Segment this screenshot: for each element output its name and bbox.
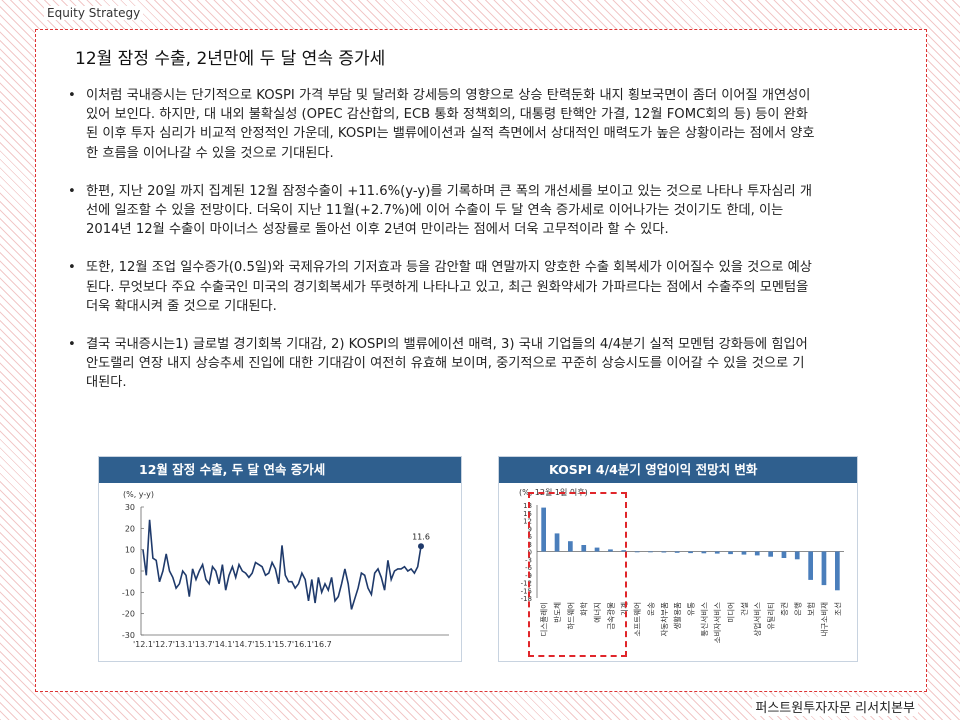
bar xyxy=(702,552,707,554)
bullet-item: 결국 국내증시는1) 글로벌 경기회복 기대감, 2) KOSPI의 밸류에이션… xyxy=(66,335,816,393)
x-tick-label: 미디어 xyxy=(726,602,736,623)
y-tick-label: 10 xyxy=(125,546,135,555)
bar xyxy=(835,552,840,591)
footer-label: 퍼스트원투자자문 리서치본부 xyxy=(752,697,918,716)
x-tick-label: 소프트웨어 xyxy=(632,602,642,637)
x-tick-label: 자동차부품 xyxy=(660,602,669,637)
data-label: 11.6 xyxy=(412,532,430,541)
y-tick-label: 0 xyxy=(130,567,135,576)
x-tick-label: 조선 xyxy=(833,602,842,616)
chart-title: KOSPI 4/4분기 영업이익 전망치 변화 xyxy=(499,457,857,483)
bar xyxy=(662,552,667,553)
x-tick-label: 유통 xyxy=(687,602,696,616)
x-tick-label: 내구소비재 xyxy=(820,602,829,637)
header-label: Equity Strategy xyxy=(44,6,143,20)
x-tick-label: 유틸리티 xyxy=(767,602,776,630)
x-tick-label: 건설 xyxy=(739,602,749,616)
x-tick-label: '14.7 xyxy=(232,640,252,649)
bar xyxy=(795,552,800,560)
bar xyxy=(688,552,693,554)
bar xyxy=(742,552,747,555)
x-tick-label: 은행 xyxy=(792,602,802,616)
x-tick-label: '13.1 xyxy=(173,640,193,649)
x-tick-label: '12.1 xyxy=(133,640,153,649)
x-tick-label: '15.1 xyxy=(252,640,272,649)
bullet-item: 또한, 12월 조업 일수증가(0.5일)와 국제유가의 기저효과 등을 감안할… xyxy=(66,258,816,316)
x-tick-label: '13.7 xyxy=(193,640,213,649)
y-tick-label: 30 xyxy=(125,503,135,512)
x-tick-label: '16.7 xyxy=(312,640,332,649)
x-tick-label: 보험 xyxy=(807,602,816,616)
y-axis-label: (%, y-y) xyxy=(123,490,154,499)
bullet-item: 한편, 지난 20일 까지 집계된 12월 잠정수출이 +11.6%(y-y)를… xyxy=(66,182,816,240)
y-tick-label: -30 xyxy=(122,631,135,640)
y-tick-label: 20 xyxy=(125,524,135,533)
x-tick-label: 상업서비스 xyxy=(752,602,762,637)
bar xyxy=(782,552,787,559)
bar xyxy=(675,552,680,553)
chart-title: 12월 잠정 수출, 두 달 연속 증가세 xyxy=(99,457,461,483)
bar xyxy=(635,552,640,553)
x-tick-label: '15.7 xyxy=(272,640,292,649)
x-tick-label: 소비자서비스 xyxy=(713,602,722,643)
bar xyxy=(715,552,720,554)
x-tick-label: 통신서비스 xyxy=(700,602,709,637)
page-title: 12월 잠정 수출, 2년만에 두 달 연속 증가세 xyxy=(75,44,385,69)
x-tick-label: 증권 xyxy=(780,602,789,616)
y-tick-label: -10 xyxy=(122,588,135,597)
x-tick-label: '12.7 xyxy=(153,640,173,649)
x-tick-label: '14.1 xyxy=(212,640,232,649)
bullet-list: 이처럼 국내증시는 단기적으로 KOSPI 가격 부담 및 달러화 강세등의 영… xyxy=(66,86,816,412)
bar xyxy=(648,552,653,553)
bar xyxy=(822,552,827,586)
bar xyxy=(768,552,773,557)
y-tick-label: -20 xyxy=(122,610,135,619)
x-tick-label: 생활용품 xyxy=(672,602,682,630)
bar xyxy=(755,552,760,556)
bullet-item: 이처럼 국내증시는 단기적으로 KOSPI 가격 부담 및 달러화 강세등의 영… xyxy=(66,86,816,163)
x-tick-label: 운송 xyxy=(647,602,656,616)
last-point-marker xyxy=(418,543,424,549)
highlight-box xyxy=(528,492,627,657)
series-line xyxy=(143,520,421,610)
export-growth-chart: 12월 잠정 수출, 두 달 연속 증가세 (%, y-y) 30 20 10 0 -10… xyxy=(98,456,462,662)
bar xyxy=(728,552,733,555)
x-tick-label: '16.1 xyxy=(292,640,312,649)
bar xyxy=(808,552,813,580)
